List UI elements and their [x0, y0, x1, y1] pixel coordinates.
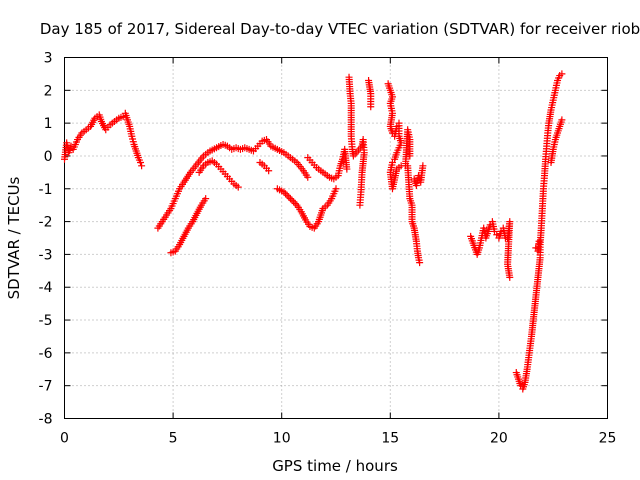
data-point — [356, 201, 364, 209]
data-point — [416, 259, 424, 267]
data-point — [535, 237, 543, 245]
data-point — [285, 193, 293, 201]
axis-ticks — [64, 57, 608, 419]
series-arc5 — [256, 159, 273, 175]
y-tick-label: -3 — [39, 247, 53, 263]
series-arc9 — [384, 80, 414, 193]
axis-tick-labels: 0 5 10 15 20 25 -8 -7 -6 -5 -4 -3 -2 -1 0 1 2 3 — [39, 51, 617, 447]
data-point — [343, 165, 351, 173]
series-arc7 — [304, 145, 351, 183]
data-point — [265, 167, 273, 175]
data-point — [288, 196, 296, 204]
data-point — [280, 188, 288, 196]
series-arc4 — [195, 157, 242, 191]
series-arc3 — [167, 195, 210, 257]
data-point — [506, 273, 514, 281]
y-tick-label: 3 — [44, 51, 53, 67]
y-axis-label: SDTVAR / TECUs — [5, 176, 23, 299]
data-point — [291, 200, 299, 208]
x-tick-label: 5 — [169, 431, 178, 447]
y-tick-label: -7 — [39, 379, 53, 395]
y-tick-label: -4 — [39, 280, 53, 296]
y-tick-label: -2 — [39, 215, 53, 231]
data-point — [286, 195, 294, 203]
x-tick-label: 15 — [381, 431, 399, 447]
data-point — [406, 152, 414, 160]
y-tick-label: 0 — [44, 149, 53, 165]
y-tick-label: -6 — [39, 346, 53, 362]
y-tick-label: -8 — [39, 412, 53, 428]
data-point — [558, 116, 566, 124]
y-tick-label: -1 — [39, 182, 53, 198]
plot-frame — [64, 57, 608, 419]
y-tick-label: 2 — [44, 83, 53, 99]
x-tick-label: 25 — [599, 431, 617, 447]
series-arc6 — [273, 185, 340, 232]
data-point — [290, 198, 298, 206]
data-point — [558, 70, 566, 78]
data-point — [234, 183, 242, 191]
chart-title: Day 185 of 2017, Sidereal Day-to-day VTE… — [40, 20, 640, 38]
series-arc8 — [345, 73, 375, 209]
data-point — [202, 195, 210, 203]
x-tick-label: 10 — [273, 431, 291, 447]
data-point — [332, 185, 340, 193]
series-arc11 — [467, 218, 514, 281]
y-tick-label: -5 — [39, 313, 53, 329]
data-point — [138, 162, 146, 170]
x-axis-label: GPS time / hours — [272, 457, 398, 475]
series-arc2 — [154, 136, 312, 232]
data-point — [137, 159, 145, 167]
y-tick-label: 1 — [44, 116, 53, 132]
x-tick-label: 0 — [60, 431, 69, 447]
series-arc1 — [61, 109, 146, 170]
data-point — [283, 191, 291, 199]
data-points — [61, 70, 566, 393]
data-point — [419, 162, 427, 170]
data-point — [367, 103, 375, 111]
series-arc10 — [404, 162, 427, 267]
data-point — [304, 173, 312, 181]
data-point — [282, 190, 290, 198]
x-tick-label: 20 — [490, 431, 508, 447]
series-arc12 — [512, 70, 566, 393]
